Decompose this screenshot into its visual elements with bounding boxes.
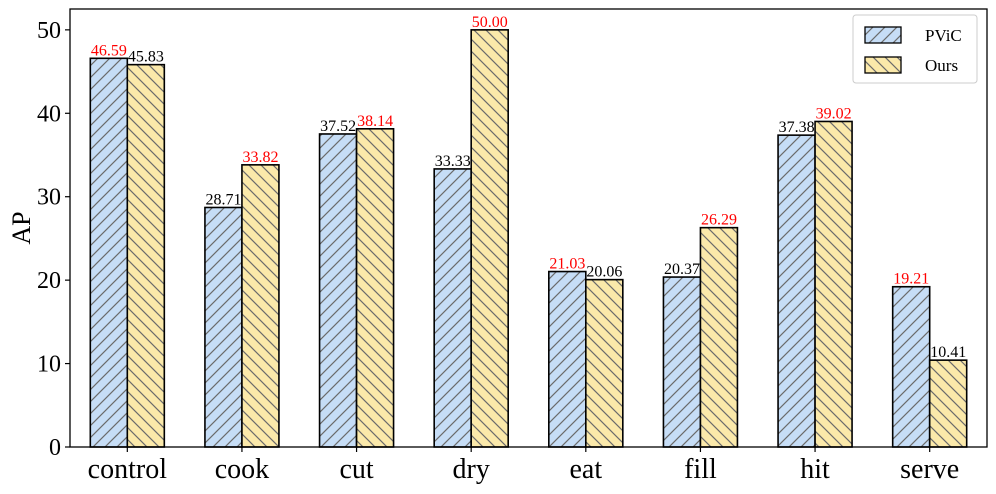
x-tick-label-cook: cook xyxy=(215,454,269,485)
value-label-pvic-hit: 37.38 xyxy=(779,119,815,136)
value-label-pvic-serve: 19.21 xyxy=(893,271,929,288)
value-label-pvic-dry: 33.33 xyxy=(435,153,471,170)
bar-pvic-fill xyxy=(662,276,702,448)
bar-ours-cut xyxy=(355,128,395,448)
value-label-pvic-eat: 21.03 xyxy=(549,256,585,273)
value-label-ours-cut: 38.14 xyxy=(357,113,393,130)
y-tick-label-30: 30 xyxy=(37,185,61,211)
bars-layer xyxy=(89,29,968,448)
x-tick-label-hit: hit xyxy=(800,454,830,485)
bar-pvic-serve xyxy=(891,285,931,448)
x-tick-label-cut: cut xyxy=(339,454,373,485)
legend: PViC Ours xyxy=(852,14,978,84)
legend-swatch-pvic xyxy=(864,26,902,44)
bar-ours-serve xyxy=(928,359,968,448)
value-label-ours-dry: 50.00 xyxy=(472,14,508,31)
bar-pvic-cook xyxy=(204,206,243,448)
y-tick-label-0: 0 xyxy=(49,435,61,461)
value-labels-layer: 46.59 45.83 28.71 33.82 37.52 38.14 33.33 50.00… xyxy=(91,14,966,361)
bar-ours-fill xyxy=(699,226,739,448)
value-label-pvic-fill: 20.37 xyxy=(664,261,700,278)
x-tick-label-dry: dry xyxy=(453,454,490,485)
y-tick-label-10: 10 xyxy=(37,352,61,378)
bar-pvic-hit xyxy=(777,134,816,448)
bar-ours-cook xyxy=(241,164,280,448)
value-label-pvic-cook: 28.71 xyxy=(205,191,241,208)
y-tick-label-20: 20 xyxy=(37,268,61,294)
legend-swatch-ours xyxy=(864,56,902,74)
y-tick-label-50: 50 xyxy=(37,18,61,44)
value-label-ours-control: 45.83 xyxy=(128,49,164,66)
legend-label-pvic: PViC xyxy=(925,26,962,45)
y-axis-label: AP xyxy=(7,211,36,244)
bar-pvic-dry xyxy=(433,168,472,448)
x-tick-label-fill: fill xyxy=(684,454,717,485)
x-tick-label-serve: serve xyxy=(900,454,959,485)
bar-ours-control xyxy=(126,63,166,448)
bar-pvic-control xyxy=(89,57,129,448)
x-tick-label-control: control xyxy=(88,454,168,485)
value-label-pvic-control: 46.59 xyxy=(91,42,127,59)
value-label-pvic-cut: 37.52 xyxy=(320,118,356,135)
value-label-ours-fill: 26.29 xyxy=(701,212,737,229)
bar-ours-dry xyxy=(470,29,509,448)
bar-ours-eat xyxy=(585,278,624,448)
x-tick-label-eat: eat xyxy=(569,454,602,485)
axes-layer: control cook cut dry eat fill hit serve 0 10 20 30 4… xyxy=(7,8,988,485)
value-label-ours-cook: 33.82 xyxy=(242,149,278,166)
value-label-ours-serve: 10.41 xyxy=(930,344,966,361)
bar-ours-hit xyxy=(814,120,853,448)
bar-pvic-cut xyxy=(318,133,358,448)
legend-label-ours: Ours xyxy=(925,56,958,75)
plot-frame xyxy=(69,8,988,448)
bar-pvic-eat xyxy=(548,270,587,448)
value-label-ours-eat: 20.06 xyxy=(586,264,622,281)
value-label-ours-hit: 39.02 xyxy=(816,105,852,122)
y-tick-label-40: 40 xyxy=(37,101,61,127)
